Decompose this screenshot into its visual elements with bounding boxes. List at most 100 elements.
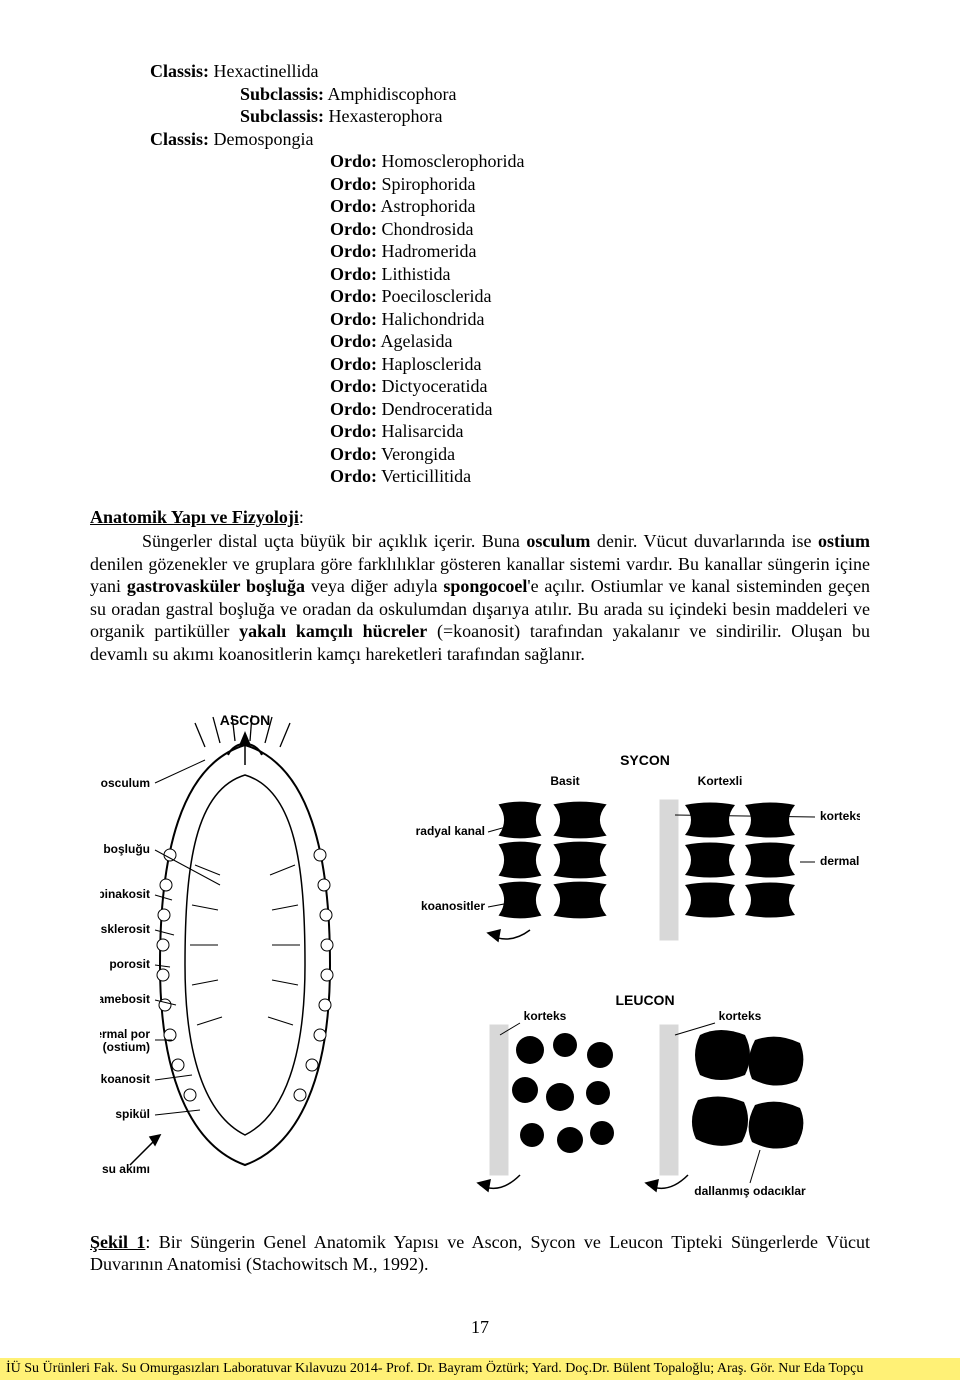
taxon-line: Classis: Demospongia (90, 128, 870, 151)
taxon-line: Ordo: Poecilosclerida (90, 285, 870, 308)
taxon-name: Hadromerida (377, 241, 476, 261)
sycon-title: SYCON (620, 752, 670, 768)
leucon-title: LEUCON (615, 992, 674, 1008)
taxon-line: Ordo: Chondrosida (90, 218, 870, 241)
taxon-name: Verticillitida (377, 466, 471, 486)
taxon-line: Classis: Hexactinellida (90, 60, 870, 83)
taxon-name: Dendroceratida (377, 399, 492, 419)
taxon-line: Ordo: Halisarcida (90, 420, 870, 443)
taxon-rank: Ordo: (330, 286, 377, 306)
taxon-line: Ordo: Dendroceratida (90, 398, 870, 421)
taxon-name: Poecilosclerida (377, 286, 491, 306)
taxon-name: Halisarcida (377, 421, 463, 441)
sycon-kortexli-shape (660, 800, 810, 940)
taxon-name: Verongida (377, 444, 455, 464)
sycon-basit: Basit (550, 774, 579, 788)
leucon-dallanmis: dallanmış odacıklar (694, 1184, 806, 1198)
label-sklerosit: sklerosit (101, 922, 150, 936)
taxon-rank: Classis: (150, 61, 209, 81)
taxon-rank: Ordo: (330, 219, 377, 239)
label-dermal-por-1: dermal por (100, 1027, 150, 1041)
taxon-name: Haplosclerida (377, 354, 481, 374)
label-pinakosit: pinakosit (100, 887, 150, 901)
taxon-line: Subclassis: Hexasterophora (90, 105, 870, 128)
taxon-line: Ordo: Astrophorida (90, 195, 870, 218)
figure-svg: ASCON (100, 705, 860, 1205)
taxon-name: Halichondrida (377, 309, 484, 329)
sycon-basit-shape (500, 800, 620, 940)
taxon-name: Hexasterophora (324, 106, 442, 126)
figure-caption-rest: : Bir Süngerin Genel Anatomik Yapısı ve … (90, 1232, 870, 1275)
leucon-arrows (478, 1175, 688, 1191)
taxon-name: Demospongia (209, 129, 313, 149)
taxonomy-block: Classis: HexactinellidaSubclassis: Amphi… (90, 60, 870, 488)
leucon-korteks-2: korteks (719, 1009, 762, 1023)
section-title-suffix: : (299, 507, 304, 527)
section-title: Anatomik Yapı ve Fizyoloji (90, 507, 299, 527)
sycon-kortexli: Kortexli (698, 774, 743, 788)
taxon-rank: Subclassis: (240, 106, 324, 126)
taxon-rank: Ordo: (330, 376, 377, 396)
taxon-rank: Ordo: (330, 241, 377, 261)
taxon-name: Agelasida (377, 331, 452, 351)
taxon-rank: Ordo: (330, 444, 377, 464)
taxon-name: Hexactinellida (209, 61, 318, 81)
label-amebosit: amebosit (100, 992, 150, 1006)
figure-caption: Şekil 1: Bir Süngerin Genel Anatomik Yap… (90, 1231, 870, 1276)
figure-wrap: ASCON (90, 705, 870, 1211)
figure-caption-prefix: Şekil 1 (90, 1232, 145, 1252)
taxon-line: Ordo: Verongida (90, 443, 870, 466)
taxon-name: Amphidiscophora (324, 84, 457, 104)
label-osculum: osculum (101, 776, 150, 790)
taxon-line: Ordo: Spirophorida (90, 173, 870, 196)
taxon-line: Ordo: Haplosclerida (90, 353, 870, 376)
taxon-name: Homosclerophorida (377, 151, 524, 171)
taxon-name: Chondrosida (377, 219, 474, 239)
body-paragraph: Süngerler distal uçta büyük bir açıklık … (90, 530, 870, 665)
taxon-rank: Ordo: (330, 264, 377, 284)
label-porosit: porosit (109, 957, 150, 971)
taxon-rank: Ordo: (330, 466, 377, 486)
taxon-line: Ordo: Hadromerida (90, 240, 870, 263)
taxon-rank: Ordo: (330, 151, 377, 171)
taxon-line: Ordo: Homosclerophorida (90, 150, 870, 173)
label-vucut-boslugu: vücut boşluğu (100, 842, 150, 856)
taxon-rank: Classis: (150, 129, 209, 149)
taxon-name: Dictyoceratida (377, 376, 487, 396)
taxon-rank: Ordo: (330, 196, 377, 216)
sycon-korteks: korteks (820, 809, 860, 823)
taxon-rank: Subclassis: (240, 84, 324, 104)
sycon-dermal-por: dermal por (820, 854, 860, 868)
taxon-name: Astrophorida (377, 196, 476, 216)
sycon-koanositler: koanositler (421, 899, 485, 913)
leucon-korteks-1: korteks (524, 1009, 567, 1023)
page-number: 17 (90, 1316, 870, 1339)
taxon-rank: Ordo: (330, 309, 377, 329)
leucon-leader-3 (750, 1150, 760, 1183)
taxon-rank: Ordo: (330, 421, 377, 441)
footer-bar: İÜ Su Ürünleri Fak. Su Omurgasızları Lab… (0, 1358, 960, 1380)
taxon-line: Ordo: Verticillitida (90, 465, 870, 488)
label-su-akimi: su akımı (102, 1162, 150, 1176)
page-content: Classis: HexactinellidaSubclassis: Amphi… (0, 0, 960, 1358)
leucon-right (660, 1025, 803, 1175)
taxon-name: Lithistida (377, 264, 451, 284)
ascon-inner (185, 775, 305, 1135)
taxon-rank: Ordo: (330, 331, 377, 351)
taxon-line: Subclassis: Amphidiscophora (90, 83, 870, 106)
taxon-line: Ordo: Lithistida (90, 263, 870, 286)
taxon-line: Ordo: Halichondrida (90, 308, 870, 331)
taxon-rank: Ordo: (330, 174, 377, 194)
taxon-line: Ordo: Dictyoceratida (90, 375, 870, 398)
label-koanosit: koanosit (101, 1072, 150, 1086)
label-spikul: spikül (115, 1107, 150, 1121)
taxon-line: Ordo: Agelasida (90, 330, 870, 353)
ascon-title: ASCON (220, 712, 271, 728)
taxon-name: Spirophorida (377, 174, 476, 194)
taxon-rank: Ordo: (330, 354, 377, 374)
leucon-left (490, 1025, 614, 1175)
label-dermal-por-2: (ostium) (103, 1040, 150, 1054)
sycon-radyal-kanal: radyal kanal (416, 824, 485, 838)
taxon-rank: Ordo: (330, 399, 377, 419)
section-heading-line: Anatomik Yapı ve Fizyoloji: (90, 506, 870, 529)
